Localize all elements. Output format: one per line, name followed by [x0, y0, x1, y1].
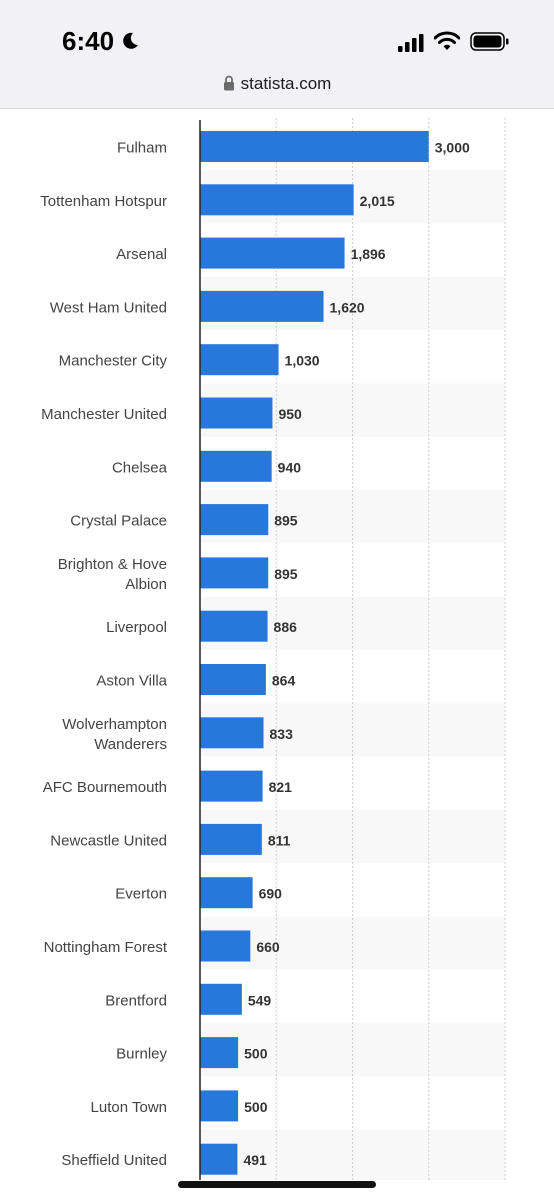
bar-value-label: 2,015	[360, 193, 395, 209]
bar	[200, 983, 242, 1015]
bar	[200, 664, 266, 695]
bar-value-label: 500	[244, 1099, 268, 1115]
bar	[200, 823, 262, 855]
bar	[200, 290, 324, 322]
category-label: Luton Town	[91, 1099, 167, 1116]
bar-value-label: 690	[259, 886, 283, 902]
home-indicator[interactable]	[178, 1181, 376, 1188]
bar-value-label: 3,000	[435, 140, 470, 156]
bar-value-label: 833	[270, 726, 294, 742]
category-label: Chelsea	[112, 459, 168, 476]
wifi-icon	[433, 31, 461, 56]
bar	[200, 184, 354, 216]
bar-value-label: 491	[243, 1152, 267, 1168]
bar	[200, 131, 429, 162]
lock-icon	[223, 75, 235, 96]
category-label: West Ham United	[50, 299, 167, 316]
bar	[200, 450, 272, 482]
bar-value-label: 549	[248, 992, 272, 1008]
category-label: Nottingham Forest	[44, 939, 168, 956]
category-label: Manchester City	[59, 353, 168, 370]
category-label: Brighton & Hove	[58, 556, 167, 573]
bar	[200, 717, 264, 749]
category-label: Wanderers	[94, 736, 167, 753]
bar-value-label: 811	[268, 832, 291, 848]
status-time: 6:40	[62, 26, 115, 56]
category-label: Fulham	[117, 140, 167, 157]
bar	[200, 1037, 239, 1069]
category-label: Wolverhampton	[62, 716, 167, 733]
bar	[200, 1090, 239, 1122]
bar	[200, 1143, 238, 1175]
bar	[200, 397, 273, 429]
category-label: Arsenal	[116, 246, 167, 263]
bar	[200, 877, 253, 909]
category-label: Albion	[125, 576, 167, 593]
url-text: statista.com	[240, 74, 332, 93]
bar-chart: 3,000 Fulham 2,015 Tottenham Hotspur 1,896 Ar…	[40, 118, 506, 1180]
bar-value-label: 950	[278, 406, 302, 422]
category-label: Sheffield United	[61, 1152, 167, 1169]
bar-value-label: 1,030	[285, 353, 320, 369]
moon-icon	[120, 31, 140, 56]
category-label: Brentford	[105, 992, 167, 1009]
status-bar: 6:40 statista.c	[0, 0, 554, 109]
category-label: AFC Bournemouth	[43, 779, 167, 796]
category-label: Newcastle United	[50, 832, 167, 849]
category-label: Manchester United	[41, 406, 167, 423]
bar	[200, 610, 268, 642]
category-label: Liverpool	[106, 619, 167, 636]
bar	[200, 770, 263, 802]
category-label: Burnley	[116, 1046, 167, 1063]
cellular-signal-icon	[398, 34, 424, 57]
bar-value-label: 821	[269, 779, 293, 795]
bar-value-label: 886	[274, 619, 298, 635]
bar	[200, 344, 279, 376]
bar	[200, 237, 345, 269]
category-label: Aston Villa	[96, 673, 167, 690]
bar-value-label: 660	[256, 939, 280, 955]
bar-value-label: 500	[244, 1046, 268, 1062]
bar-value-label: 864	[272, 673, 296, 689]
bar	[200, 930, 251, 962]
bar	[200, 504, 269, 536]
bar-value-label: 940	[278, 459, 302, 475]
category-label: Tottenham Hotspur	[40, 193, 167, 210]
bar-value-label: 895	[274, 513, 298, 529]
bar-value-label: 1,896	[351, 246, 386, 262]
bar-value-label: 895	[274, 566, 298, 582]
battery-icon	[470, 32, 510, 57]
address-bar[interactable]: statista.com	[0, 74, 554, 96]
bar-value-label: 1,620	[330, 299, 365, 315]
category-label: Everton	[115, 886, 167, 903]
bar	[200, 557, 269, 589]
category-label: Crystal Palace	[70, 513, 167, 530]
